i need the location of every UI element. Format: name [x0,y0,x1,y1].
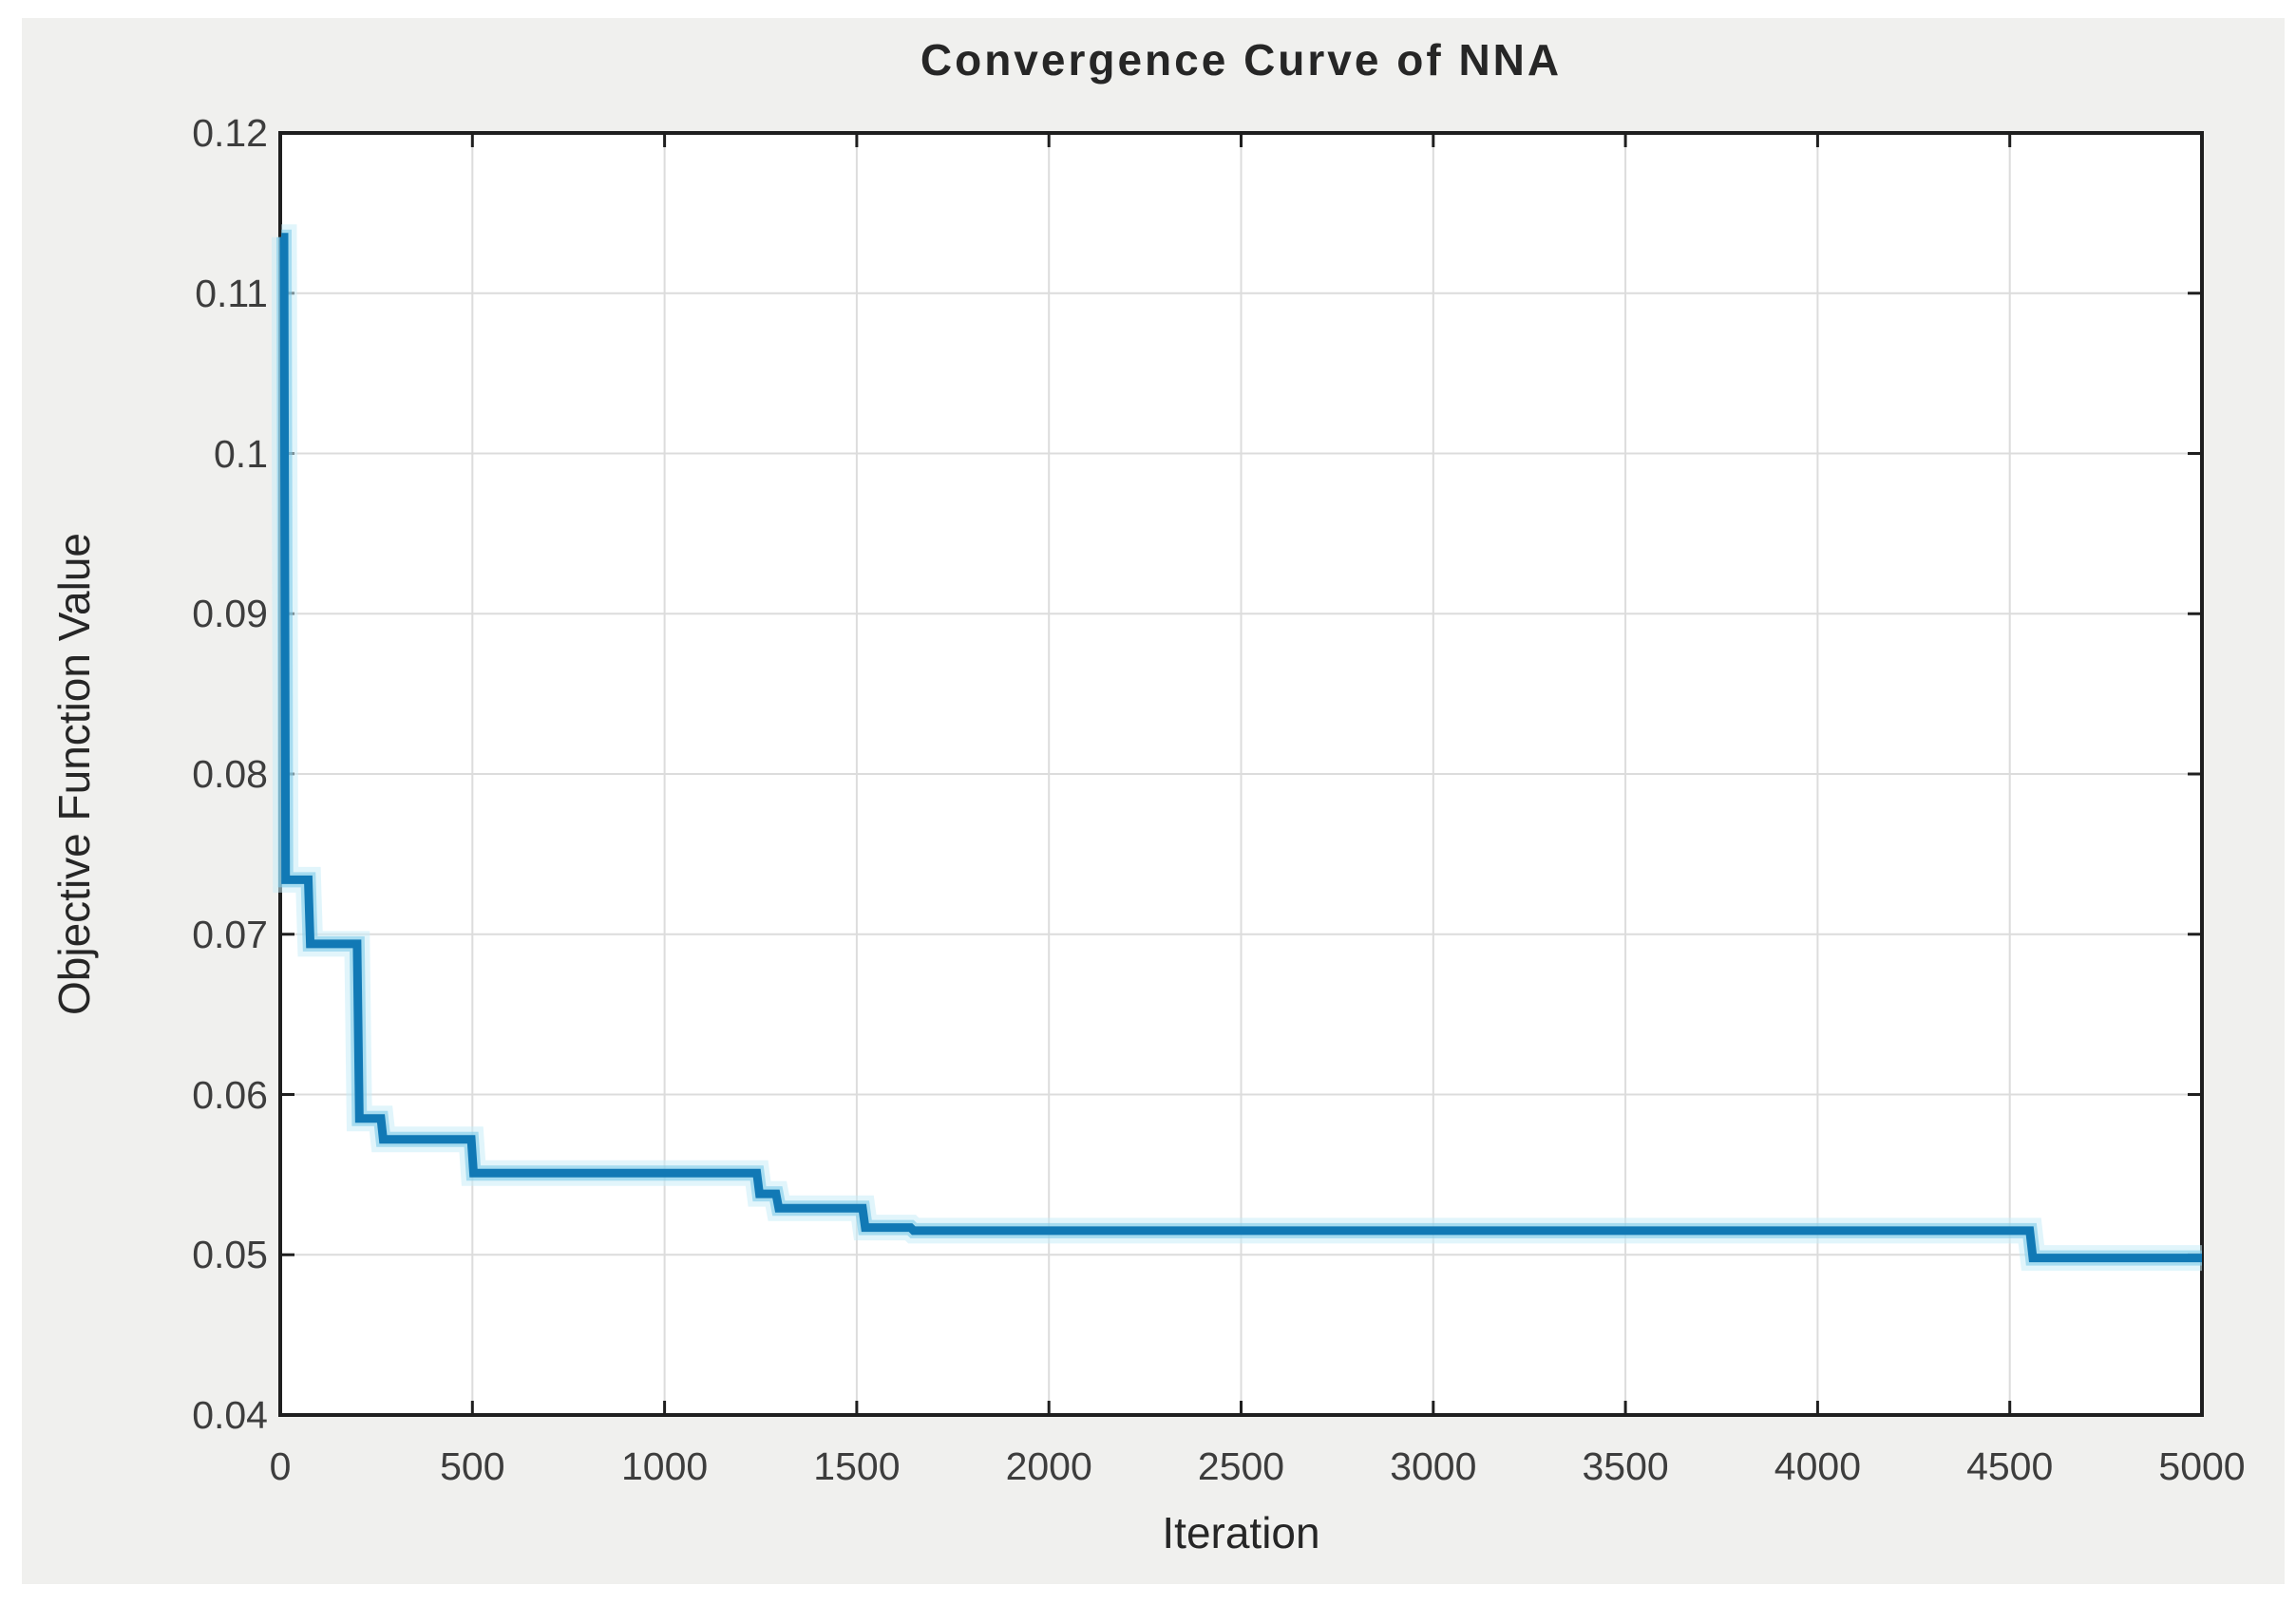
y-tick-label: 0.12 [192,111,268,155]
y-tick-label: 0.08 [192,752,268,796]
y-tick-label: 0.07 [192,912,268,956]
convergence-curve-line [279,233,2202,1263]
x-tick-label: 5000 [2158,1444,2246,1488]
x-tick-label: 1500 [813,1444,901,1488]
x-tick-label: 0 [269,1444,292,1488]
y-tick-label: 0.05 [192,1233,268,1277]
x-tick-label: 2500 [1197,1444,1285,1488]
x-tick-label: 3000 [1390,1444,1477,1488]
x-tick-label: 4500 [1966,1444,2054,1488]
y-tick-label: 0.09 [192,592,268,636]
y-tick-label: 0.1 [214,431,268,476]
chart-title: Convergence Curve of NNA [920,35,1563,85]
series-convergence-curve [272,224,2202,1272]
y-tick-label: 0.04 [192,1393,268,1437]
x-tick-label: 2000 [1005,1444,1092,1488]
x-tick-label: 4000 [1774,1444,1861,1488]
x-tick-label: 1000 [620,1444,709,1488]
x-tick-label: 500 [440,1444,505,1488]
x-tick-label: 3500 [1582,1444,1669,1488]
x-axis-label: Iteration [1162,1508,1320,1557]
y-tick-label: 0.11 [195,271,268,315]
y-tick-label: 0.06 [192,1072,268,1117]
